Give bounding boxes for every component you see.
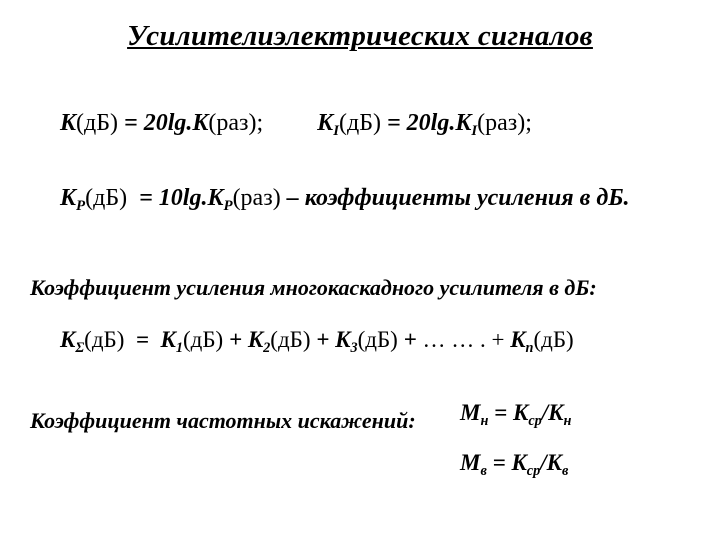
unit-raz: (раз); <box>208 110 263 136</box>
eq-4: = <box>488 400 513 425</box>
sym-K3: K <box>335 327 350 352</box>
sym-K2: K <box>192 110 208 136</box>
sym-Kh: K <box>548 400 563 425</box>
sym-K1: K <box>161 327 176 352</box>
subheading-cascade: Коэффициент усиления многокаскадного уси… <box>30 275 690 301</box>
sub-cp: ср <box>528 413 541 429</box>
unit-dB-2: (дБ) <box>339 110 381 136</box>
unit-dB-k3: (дБ) <box>358 327 398 352</box>
unit-dB-s: (дБ) <box>84 327 124 352</box>
plus-1: + <box>223 327 248 352</box>
func-lg-2: lg. <box>431 110 456 136</box>
sym-eq: = <box>118 110 144 136</box>
sym-Kcp2: K <box>511 450 526 475</box>
equation-row-4: Mн = Kср/Kн <box>460 400 571 430</box>
unit-dB-kn: (дБ) <box>533 327 573 352</box>
desc-text: – коэффициенты усиления в дБ. <box>281 185 630 211</box>
sub-sigma: Σ <box>75 340 84 356</box>
num-10: 10 <box>159 185 183 211</box>
sub-cp2: ср <box>527 463 540 479</box>
sym-KP: K <box>60 185 76 211</box>
sub-1: 1 <box>176 340 183 356</box>
sub-vv: в <box>562 463 568 479</box>
equation-row-3: KΣ(дБ) = K1(дБ) + K2(дБ) + K3(дБ) + … … … <box>60 327 680 357</box>
sub-P: P <box>76 198 85 214</box>
sym-eq-s: = <box>130 327 155 352</box>
sym-eq-2: = <box>381 110 407 136</box>
sym-KI: K <box>317 110 333 136</box>
sym-Ksigma: K <box>60 327 75 352</box>
sym-KI-2: K <box>455 110 471 136</box>
func-lg: lg. <box>168 110 193 136</box>
unit-dB-3: (дБ) <box>85 185 127 211</box>
dots: … … . + <box>422 327 510 352</box>
eq-5: = <box>487 450 512 475</box>
page-title: Усилителиэлектрических сигналов <box>0 20 720 53</box>
num-20: 20 <box>144 110 168 136</box>
sym-Mn: M <box>460 400 480 425</box>
equation-row-5: Mв = Kср/Kв <box>460 450 568 480</box>
sym-Kv: K <box>547 450 562 475</box>
sym-Kcp: K <box>513 400 528 425</box>
subheading-distortion: Коэффициент частотных искажений: <box>30 408 416 434</box>
sub-P-2: P <box>223 198 232 214</box>
func-lg-3: lg. <box>183 185 208 211</box>
sym-KP-2: K <box>207 185 223 211</box>
plus-2: + <box>311 327 336 352</box>
equation-row-2: KP(дБ) = 10lg.KP(раз) – коэффициенты уси… <box>60 185 680 215</box>
num-20-2: 20 <box>407 110 431 136</box>
unit-raz-2: (раз); <box>477 110 532 136</box>
sym-Kn: K <box>510 327 525 352</box>
sym-K: K <box>60 110 76 136</box>
unit-dB-k2: (дБ) <box>270 327 310 352</box>
sym-Mv: M <box>460 450 480 475</box>
equation-row-1: K(дБ) = 20lg.K(раз); KI(дБ) = 20lg.KI(ра… <box>60 110 680 140</box>
sub-3: 3 <box>350 340 357 356</box>
unit-dB-k1: (дБ) <box>183 327 223 352</box>
plus-3: + <box>398 327 423 352</box>
unit-dB: (дБ) <box>76 110 118 136</box>
unit-raz-3: (раз) <box>233 185 281 211</box>
sym-eq-3: = <box>133 185 159 211</box>
sym-K2b: K <box>248 327 263 352</box>
sub-h: н <box>564 413 572 429</box>
